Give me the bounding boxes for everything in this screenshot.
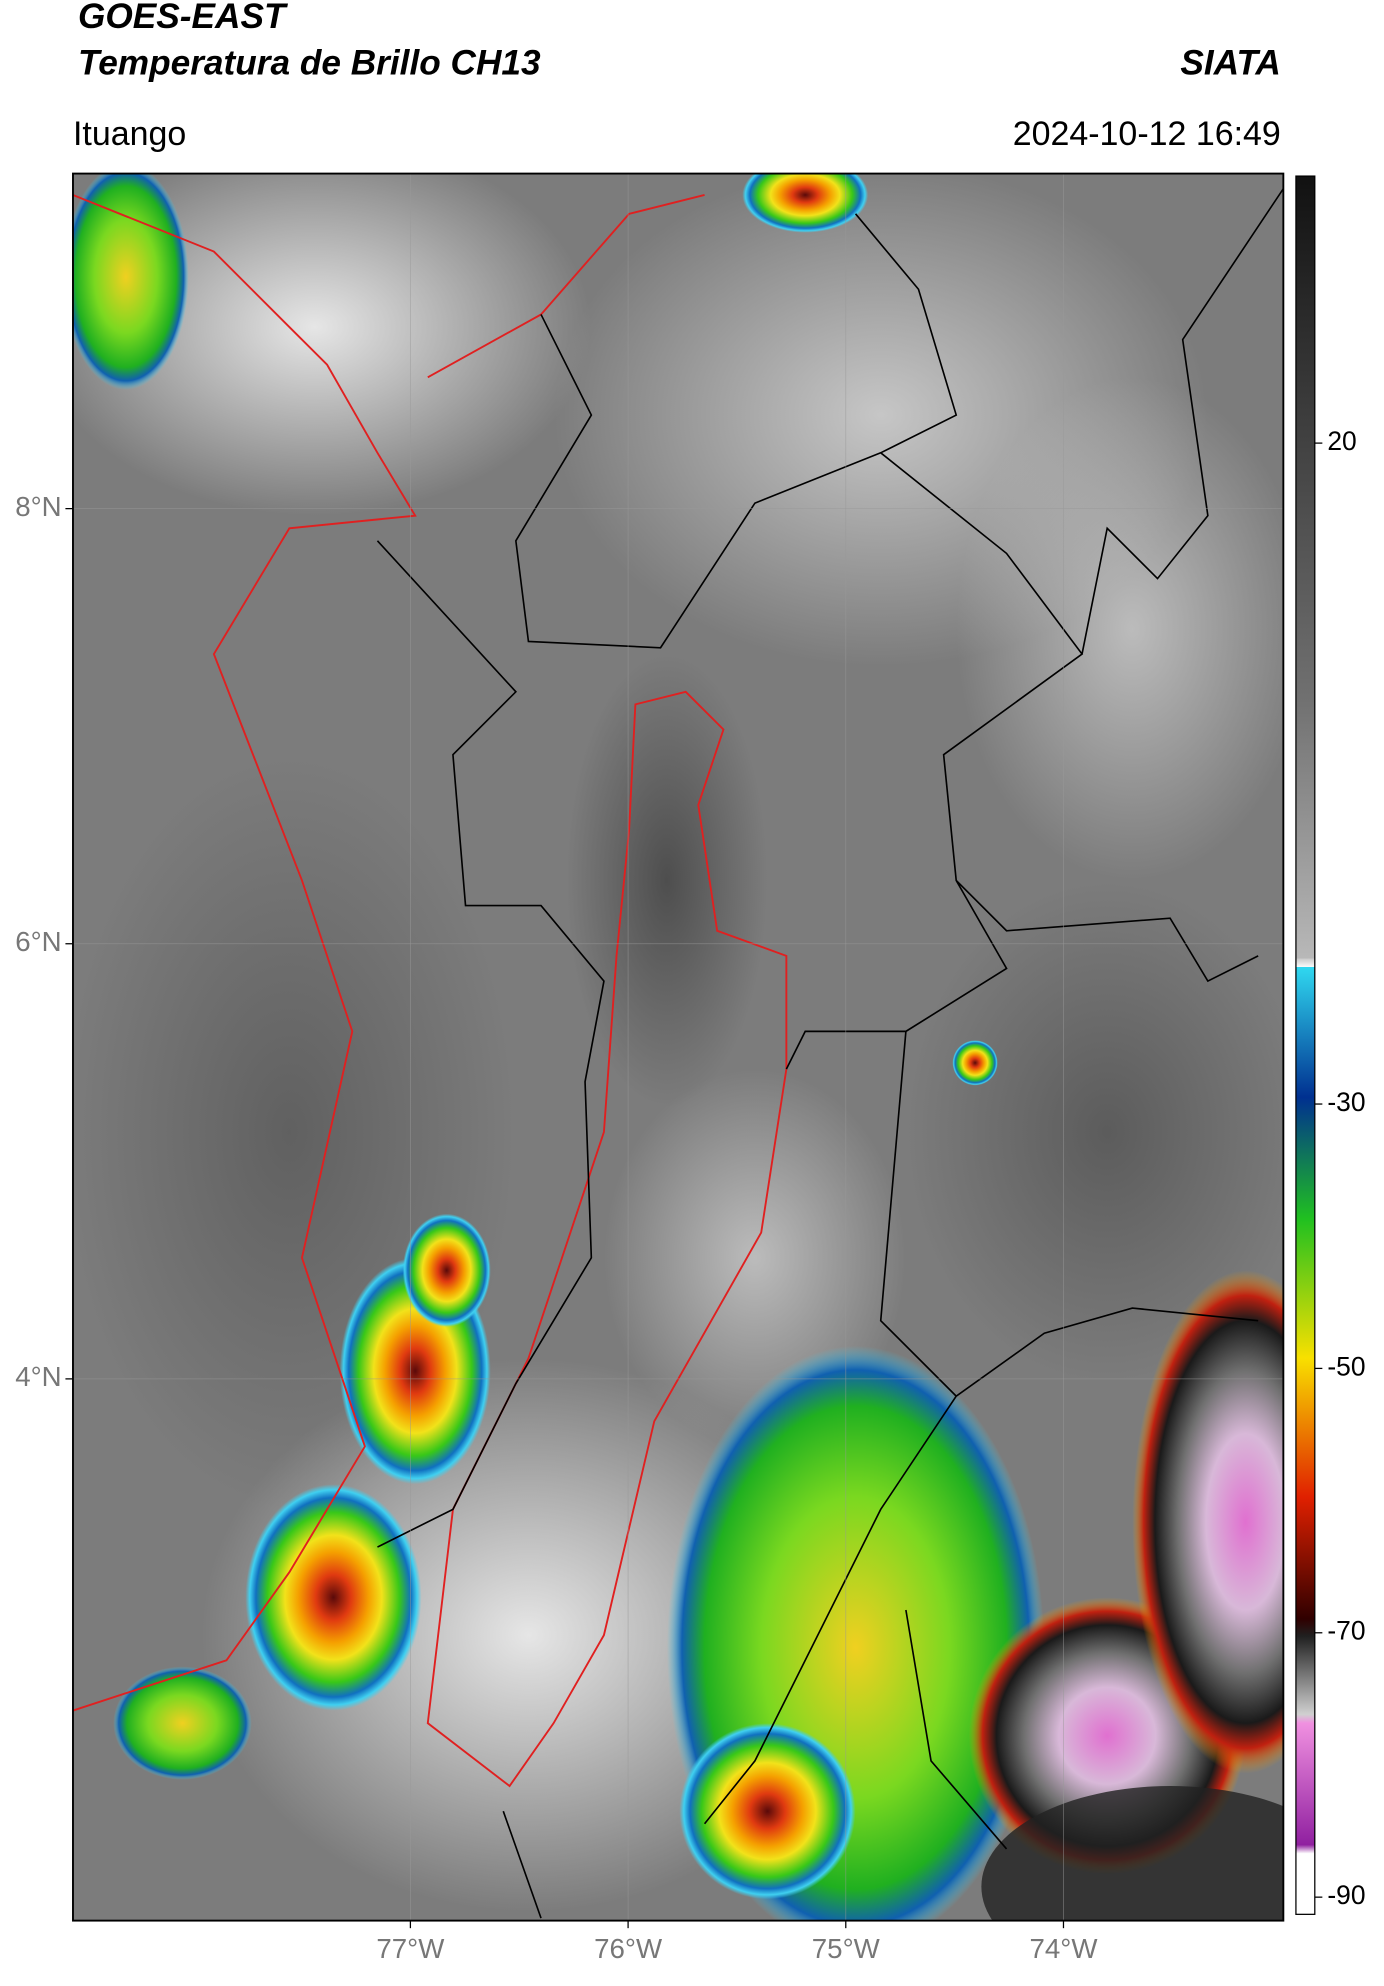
colorbar-tick-label: -50: [1327, 1351, 1365, 1381]
y-tick-label: 6°N: [15, 926, 61, 957]
imagery: [72, 173, 1284, 1921]
colorbar: [1295, 175, 1316, 1915]
x-tick-label: 75°W: [812, 1933, 881, 1964]
location: Ituango: [73, 115, 186, 153]
title-line-2: Temperatura de Brillo CH13: [78, 44, 541, 83]
source: SIATA: [1180, 44, 1280, 83]
colorbar-tick-label: -30: [1327, 1087, 1365, 1117]
title-line-1: GOES-EAST: [78, 0, 288, 36]
timestamp: 2024-10-12 16:49: [1013, 115, 1281, 153]
x-tick-label: 74°W: [1030, 1933, 1099, 1964]
y-tick-label: 8°N: [15, 491, 61, 522]
map-frame: [72, 172, 1285, 1922]
colorbar-tick-label: 20: [1327, 426, 1356, 456]
x-tick-label: 76°W: [594, 1933, 663, 1964]
graticule: [72, 173, 1284, 1921]
y-tick-label: 4°N: [15, 1361, 61, 1392]
colorbar-tick-label: -90: [1327, 1880, 1365, 1910]
x-tick-label: 77°W: [376, 1933, 445, 1964]
colorbar-tick-label: -70: [1327, 1616, 1365, 1646]
